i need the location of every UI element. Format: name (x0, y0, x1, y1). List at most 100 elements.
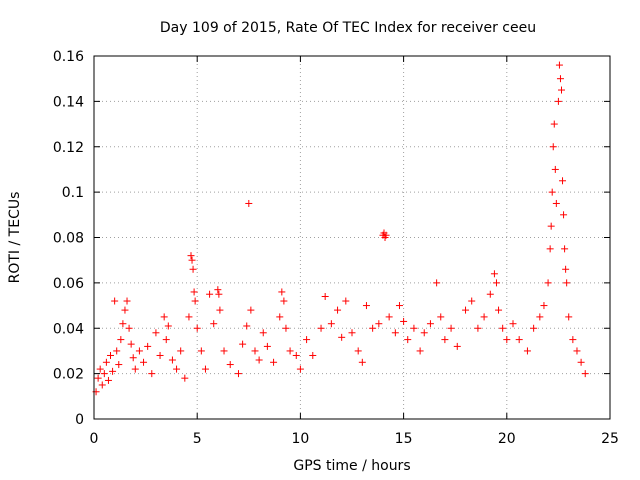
data-point (113, 347, 121, 355)
y-tick-label: 0.16 (53, 49, 84, 65)
y-axis-label: ROTI / TECUs (7, 192, 23, 284)
data-point (549, 143, 557, 151)
data-point (416, 347, 424, 355)
data-point (239, 340, 247, 348)
axis-ticks (93, 55, 611, 420)
data-point (560, 211, 568, 219)
data-point (220, 347, 228, 355)
data-point (188, 256, 196, 264)
data-point (551, 165, 559, 173)
data-point (523, 347, 531, 355)
data-point (382, 231, 390, 239)
data-point (385, 313, 393, 321)
data-point (561, 245, 569, 253)
data-point (243, 322, 251, 330)
data-point (486, 290, 494, 298)
data-point (148, 370, 156, 378)
data-point (263, 342, 271, 350)
data-point (536, 313, 544, 321)
data-point (437, 313, 445, 321)
data-point (156, 351, 164, 359)
tick-labels: 0 0.02 0.04 0.06 0.08 0.1 0.12 0.14 0.16 0 5 10 15 20… (53, 49, 619, 447)
data-point (98, 381, 106, 389)
data-point (164, 322, 172, 330)
data-point (226, 361, 234, 369)
data-point (550, 120, 558, 128)
data-point (189, 265, 197, 273)
y-tick-label: 0 (75, 412, 84, 428)
data-point (554, 97, 562, 105)
data-point (206, 290, 214, 298)
data-point (187, 252, 195, 260)
data-point (160, 313, 168, 321)
data-point (453, 342, 461, 350)
data-point (135, 347, 143, 355)
data-point (555, 61, 563, 69)
y-tick-label: 0.14 (53, 94, 84, 110)
data-point (369, 324, 377, 332)
data-point (168, 356, 176, 364)
data-point (102, 358, 110, 366)
data-point (557, 86, 565, 94)
data-point (395, 302, 403, 310)
data-point (404, 336, 412, 344)
data-point (546, 245, 554, 253)
y-tick-label: 0.12 (53, 140, 84, 156)
x-tick-label: 0 (90, 431, 99, 447)
data-point (548, 188, 556, 196)
data-point (123, 297, 131, 305)
data-point (216, 306, 224, 314)
data-point (94, 374, 102, 382)
data-point (391, 329, 399, 337)
data-point (420, 329, 428, 337)
y-tick-label: 0.08 (53, 231, 84, 247)
y-tick-label: 0.1 (62, 185, 84, 201)
data-point (190, 288, 198, 296)
data-point (354, 347, 362, 355)
data-point (509, 320, 517, 328)
data-point (173, 365, 181, 373)
data-point (581, 370, 589, 378)
data-point (348, 329, 356, 337)
data-point (280, 297, 288, 305)
data-point (321, 292, 329, 300)
data-point (573, 347, 581, 355)
data-point (215, 290, 223, 298)
data-point (127, 340, 135, 348)
data-point (410, 324, 418, 332)
data-point (556, 75, 564, 83)
data-point (191, 297, 199, 305)
data-point (544, 279, 552, 287)
data-point (309, 351, 317, 359)
data-point (559, 177, 567, 185)
data-point (111, 297, 119, 305)
x-tick-label: 20 (498, 431, 516, 447)
data-point (327, 320, 335, 328)
data-point (540, 302, 548, 310)
data-point (338, 333, 346, 341)
data-point (375, 320, 383, 328)
data-point (255, 356, 263, 364)
data-point (119, 320, 127, 328)
data-point (251, 347, 259, 355)
data-point (358, 358, 366, 366)
data-point (342, 297, 350, 305)
data-point (109, 367, 117, 375)
y-tick-label: 0.06 (53, 276, 84, 292)
data-point (276, 313, 284, 321)
data-point (197, 347, 205, 355)
data-point (140, 358, 148, 366)
data-point (214, 286, 222, 294)
data-point (426, 320, 434, 328)
data-point (547, 222, 555, 230)
data-point (292, 351, 300, 359)
data-point (515, 336, 523, 344)
data-point (210, 320, 218, 328)
data-point (270, 358, 278, 366)
y-tick-label: 0.04 (53, 321, 84, 337)
data-point (104, 376, 112, 384)
data-point (503, 336, 511, 344)
data-point (193, 324, 201, 332)
data-point (495, 306, 503, 314)
